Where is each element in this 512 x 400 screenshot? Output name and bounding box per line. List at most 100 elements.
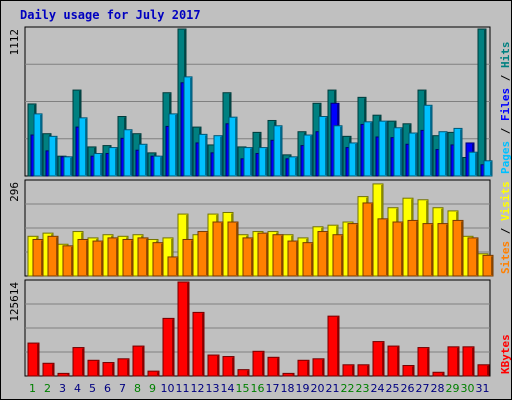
bar-sites-day-16 [257, 232, 269, 277]
bar-pages-day-17 [273, 125, 283, 177]
bar-kbytes-day-15 [237, 369, 250, 377]
bar-pages-day-15 [243, 147, 253, 177]
bar-sites-day-29 [452, 219, 464, 277]
day-label-22: 22 [341, 382, 355, 395]
bar-sites-day-14 [227, 221, 239, 277]
day-label-31: 31 [476, 382, 490, 395]
bar-pages-day-2 [48, 135, 58, 177]
legend-sites: Sites [499, 241, 512, 274]
bar-shadow [85, 118, 87, 175]
bar-kbytes-day-23 [357, 364, 370, 377]
bar-shadow [367, 365, 369, 375]
day-label-18: 18 [281, 382, 295, 395]
bar-pages-day-26 [408, 132, 418, 177]
bar-shadow [115, 148, 117, 175]
bar-shadow [292, 374, 294, 375]
panel-bottom: 125614 KBytes [8, 279, 512, 377]
bar-kbytes-day-8 [132, 345, 145, 377]
bar-kbytes-day-9 [147, 370, 160, 377]
bar-kbytes-day-10 [162, 317, 175, 377]
bar-sites-day-6 [107, 237, 119, 277]
legend-visits: Visits [499, 181, 512, 221]
bar-sites-day-12 [197, 231, 209, 277]
bar-shadow [386, 219, 388, 275]
bar-shadow [67, 374, 69, 375]
bar-shadow [475, 153, 477, 175]
bar-shadow [371, 203, 373, 275]
bar-shadow [40, 114, 42, 175]
bar-pages-day-16 [258, 147, 268, 177]
legend-hits: Hits [499, 42, 512, 69]
bar-pages-day-11 [183, 76, 193, 177]
bar-shadow [460, 129, 462, 175]
bar-shadow [187, 283, 189, 375]
bar-shadow [131, 240, 133, 275]
bar-sites-day-26 [407, 219, 419, 277]
bar-shadow [41, 240, 43, 275]
panel-top: 1112 Pages / Files / Hits [8, 26, 512, 177]
legend-pages: Pages [499, 141, 512, 174]
bar-shadow [472, 347, 474, 375]
bar-shadow [82, 348, 84, 375]
bar-shadow [172, 319, 174, 375]
bar-shadow [400, 128, 402, 175]
bar-shadow [266, 234, 268, 275]
bar-kbytes-day-14 [222, 356, 235, 377]
day-label-8: 8 [134, 382, 141, 395]
day-label-2: 2 [44, 382, 51, 395]
bar-kbytes-day-19 [297, 359, 310, 377]
bar-kbytes-day-3 [57, 372, 70, 377]
day-label-16: 16 [251, 382, 265, 395]
bar-kbytes-day-7 [117, 358, 130, 377]
bar-shadow [116, 238, 118, 275]
legend-files: Files [499, 88, 512, 121]
bar-shadow [295, 157, 297, 175]
bar-shadow [247, 370, 249, 375]
bar-shadow [112, 363, 114, 375]
bar-shadow [262, 352, 264, 375]
bar-shadow [71, 246, 73, 275]
bar-sites-day-7 [122, 238, 134, 277]
bar-shadow [415, 134, 417, 175]
bar-pages-day-5 [93, 153, 103, 177]
bar-shadow [146, 238, 148, 275]
day-label-21: 21 [326, 382, 340, 395]
bar-kbytes-day-21 [327, 315, 340, 377]
panel-middle: 296 Sites / Visits [8, 179, 512, 277]
bar-shadow [160, 157, 162, 175]
bar-shadow [337, 317, 339, 375]
bar-sites-day-4 [77, 238, 89, 277]
bar-shadow [322, 359, 324, 375]
bar-kbytes-day-16 [252, 350, 265, 377]
bar-pages-day-14 [228, 116, 238, 177]
bar-shadow [265, 148, 267, 175]
day-label-24: 24 [371, 382, 385, 395]
day-label-25: 25 [386, 382, 400, 395]
bar-shadow [100, 154, 102, 175]
bar-shadow [341, 235, 343, 275]
bar-pages-day-9 [153, 155, 163, 177]
bar-shadow [157, 372, 159, 375]
day-label-28: 28 [431, 382, 445, 395]
legend-separator: / [499, 121, 512, 141]
bar-sites-day-5 [92, 240, 104, 277]
bar-shadow [382, 342, 384, 375]
day-label-26: 26 [401, 382, 415, 395]
bar-shadow [412, 366, 414, 375]
bar-shadow [86, 240, 88, 275]
bar-shadow [235, 118, 237, 175]
bar-sites-day-25 [392, 221, 404, 277]
bar-pages-day-1 [33, 113, 43, 177]
bar-kbytes-day-6 [102, 362, 115, 377]
day-label-12: 12 [191, 382, 205, 395]
bar-shadow [236, 223, 238, 275]
bar-sites-day-8 [137, 237, 149, 277]
bar-pages-day-30 [468, 151, 478, 177]
bar-kbytes-day-2 [42, 362, 55, 377]
day-label-17: 17 [266, 382, 280, 395]
bar-pages-day-8 [138, 143, 148, 177]
bar-shadow [221, 223, 223, 275]
bar-shadow [385, 122, 387, 175]
day-label-19: 19 [296, 382, 310, 395]
